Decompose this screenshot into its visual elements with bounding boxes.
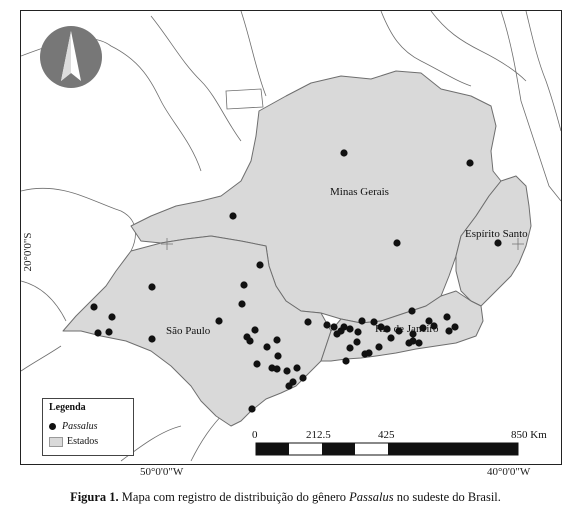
record-point [283,367,291,375]
scale-tick-2: 425 [378,429,395,441]
scale-tick-0: 0 [252,429,258,441]
record-point [273,365,281,373]
record-point [90,303,98,311]
legend-item-record: Passalus [49,421,98,432]
record-point [263,343,271,351]
state-espirito-santo [455,175,532,307]
caption-taxon: Passalus [349,490,394,504]
record-point [383,325,391,333]
record-point [238,300,246,308]
record-point [415,339,423,347]
north-arrow-icon [40,26,102,88]
record-point [395,327,403,335]
longitude-label-right: 40°0'0"W [487,466,531,478]
record-point [365,349,373,357]
map-canvas: Minas Gerais Espírito Santo São Paulo Ri… [21,11,561,462]
graticule [161,238,524,250]
record-point [466,159,474,167]
record-point [354,328,362,336]
record-point [494,239,502,247]
record-point [409,330,417,338]
study-area-states [62,70,532,427]
legend-item-states: Estados [49,436,98,447]
record-point [215,317,223,325]
scale-seg-1 [256,443,289,455]
record-point [375,343,383,351]
record-point [445,327,453,335]
record-point [246,337,254,345]
record-point [340,323,348,331]
record-point [419,324,427,332]
record-point [358,317,366,325]
state-sao-paulo [62,235,332,427]
record-point [387,334,395,342]
record-point [273,336,281,344]
scale-tick-1: 212.5 [306,429,331,441]
record-point [443,313,451,321]
record-point [333,330,341,338]
scale-bar: 0 212.5 425 850 Km [252,429,547,456]
legend-box: Legenda Passalus Estados [42,398,134,456]
scale-seg-3 [388,443,518,455]
record-point [451,323,459,331]
record-point [229,212,237,220]
caption-text-before: Mapa com registro de distribuição do gên… [118,490,350,504]
record-point [346,344,354,352]
record-point [430,322,438,330]
record-point [346,325,354,333]
record-point [370,318,378,326]
record-point [299,374,307,382]
record-point [148,283,156,291]
record-point [253,360,261,368]
record-point [289,378,297,386]
record-point [304,318,312,326]
record-point [293,364,301,372]
figure-caption: Figura 1. Mapa com registro de distribui… [0,490,571,505]
record-point [256,261,264,269]
record-dot-icon [49,423,56,431]
record-point [148,335,156,343]
longitude-label-left: 50°0'0"W [140,466,184,478]
map-frame: Minas Gerais Espírito Santo São Paulo Ri… [20,10,562,465]
legend-title: Legenda [49,402,86,413]
record-point [353,338,361,346]
label-espirito-santo: Espírito Santo [465,228,528,240]
latitude-label: 20°0'0"S [22,232,34,272]
label-minas-gerais: Minas Gerais [330,186,389,198]
label-sao-paulo: São Paulo [166,325,211,337]
scale-tick-3: 850 Km [511,429,547,441]
record-point [108,313,116,321]
record-point [94,329,102,337]
record-point [425,317,433,325]
record-point [340,149,348,157]
record-point [330,323,338,331]
caption-text-after: no sudeste do Brasil. [393,490,501,504]
record-point [409,337,417,345]
legend-taxon-label: Passalus [62,421,98,432]
record-point [393,239,401,247]
record-point [408,307,416,315]
legend-layer-label: Estados [67,436,99,447]
record-point [342,357,350,365]
record-point [323,321,331,329]
background-boundaries [21,11,561,462]
record-points [90,149,502,413]
caption-label: Figura 1. [70,490,119,504]
record-point [274,352,282,360]
scale-seg-2 [322,443,355,455]
record-point [248,405,256,413]
state-swatch-icon [49,436,63,447]
record-point [377,323,385,331]
record-point [105,328,113,336]
record-point [251,326,259,334]
record-point [240,281,248,289]
